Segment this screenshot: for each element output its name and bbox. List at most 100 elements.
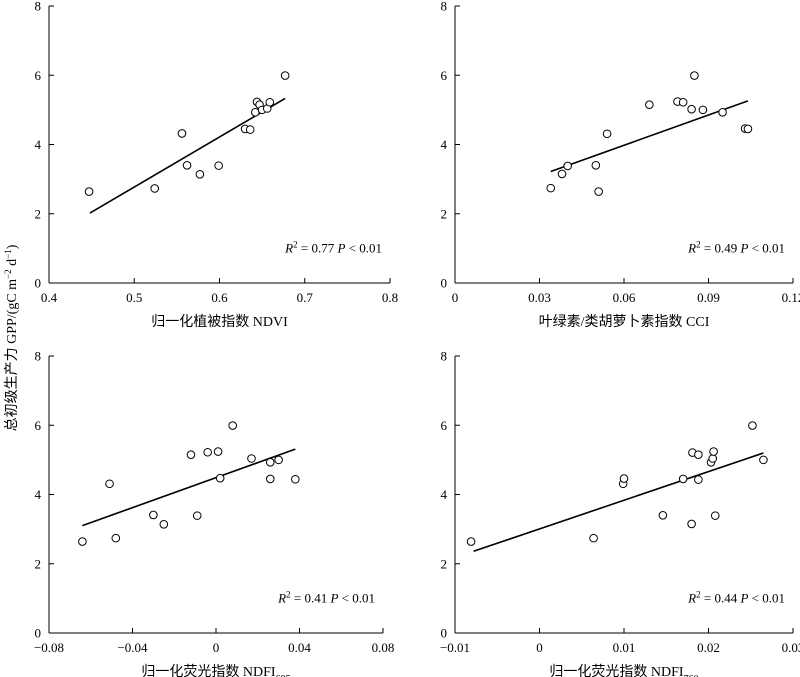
data-point [743, 124, 753, 134]
data-point [265, 97, 275, 107]
p-symbol: P [739, 590, 748, 605]
data-point [111, 533, 121, 543]
x-tick-label: −0.04 [117, 640, 148, 655]
data-point [687, 104, 696, 114]
stats-annotation: R2 = 0.44 P < 0.01 [687, 589, 785, 605]
data-point [694, 475, 703, 484]
x-tick-label: 0.8 [382, 290, 398, 305]
p-symbol: P [329, 590, 338, 605]
data-point [247, 454, 256, 463]
stats-annotation: R2 = 0.49 P < 0.01 [687, 239, 785, 255]
y-axis-label-sup1: −2 [3, 269, 13, 279]
data-point [186, 450, 196, 459]
x-tick-label: 0.5 [126, 290, 142, 305]
y-tick-label: 8 [441, 349, 448, 364]
y-tick-label: 8 [35, 0, 42, 14]
data-point [708, 454, 718, 463]
data-point [710, 511, 720, 520]
r2-exponent: 2 [286, 589, 291, 599]
x-tick-label: −0.01 [440, 640, 470, 655]
data-point [546, 183, 556, 193]
data-point [228, 421, 237, 430]
y-tick-label: 6 [441, 418, 448, 433]
data-point [619, 474, 629, 483]
r2-symbol: R [284, 240, 293, 255]
y-axis-label-mid: d [5, 259, 20, 270]
data-point [213, 447, 223, 456]
x-tick-label: 0.04 [288, 640, 311, 655]
data-point [150, 184, 160, 193]
x-tick-label: 0 [536, 640, 543, 655]
y-tick-label: 0 [441, 276, 448, 291]
data-point [192, 511, 202, 520]
y-tick-label: 8 [35, 349, 42, 364]
x-tick-label: 0.6 [211, 290, 228, 305]
x-tick-label: 0 [452, 290, 459, 305]
data-point [718, 107, 727, 117]
y-tick-label: 0 [35, 276, 42, 291]
data-point [602, 129, 612, 139]
data-point [280, 71, 290, 80]
scatter-panel-2: 00.030.060.090.1202468R2 = 0.49 P < 0.01… [441, 0, 800, 330]
y-tick-label: 0 [35, 626, 42, 641]
r2-value: = 0.44 [701, 590, 741, 605]
stats-annotation: R2 = 0.41 P < 0.01 [277, 589, 375, 605]
data-point [177, 129, 187, 138]
regression-line [82, 448, 296, 527]
data-point [195, 169, 205, 179]
y-axis-label-end: ) [5, 244, 20, 249]
y-tick-label: 2 [35, 206, 42, 221]
data-point [466, 537, 476, 546]
p-symbol: P [739, 240, 748, 255]
regression-line [473, 452, 764, 553]
data-point [678, 474, 688, 484]
x-axis-label-subscript: 760 [684, 674, 699, 677]
y-tick-label: 4 [35, 137, 42, 152]
x-tick-label: 0.7 [297, 290, 314, 305]
data-point [149, 510, 158, 520]
y-tick-label: 0 [441, 626, 448, 641]
data-point [591, 160, 601, 170]
x-axis-label-main: 归一化荧光指数 NDFI [141, 663, 276, 677]
r2-symbol: R [687, 240, 696, 255]
regression-line [550, 100, 749, 173]
data-point [78, 537, 87, 546]
data-point [645, 100, 654, 109]
data-point [291, 474, 300, 484]
regression-line [89, 97, 286, 214]
r2-value: = 0.41 [291, 590, 331, 605]
data-point [214, 161, 223, 170]
p-value: < 0.01 [748, 590, 785, 605]
x-axis-label-main: 归一化植被指数 NDVI [151, 313, 288, 330]
x-axis-label: 归一化荧光指数 NDFI760 [549, 663, 698, 677]
x-axis-label: 叶绿素/类胡萝卜素指数 CCI [539, 314, 710, 330]
x-tick-label: 0 [213, 640, 220, 655]
x-axis-label-main: 叶绿素/类胡萝卜素指数 CCI [539, 314, 710, 330]
data-point [678, 97, 688, 107]
r2-symbol: R [687, 590, 696, 605]
r2-exponent: 2 [696, 239, 701, 249]
y-tick-label: 4 [441, 487, 448, 502]
data-point [589, 533, 598, 543]
data-point [215, 473, 225, 483]
r2-value: = 0.49 [701, 240, 741, 255]
p-value: < 0.01 [338, 590, 375, 605]
y-tick-label: 6 [441, 68, 448, 83]
y-tick-label: 2 [35, 556, 42, 571]
x-tick-label: 0.02 [697, 640, 720, 655]
x-tick-label: 0.12 [782, 290, 800, 305]
data-point [594, 187, 603, 196]
data-point [84, 187, 94, 196]
x-tick-label: −0.08 [34, 640, 64, 655]
data-point [709, 447, 718, 456]
x-tick-label: 0.03 [528, 290, 551, 305]
r2-symbol: R [277, 590, 286, 605]
data-point [690, 71, 699, 80]
data-point [245, 125, 255, 134]
data-point [274, 455, 283, 465]
x-tick-label: 0.08 [372, 640, 395, 655]
y-tick-label: 6 [35, 418, 42, 433]
r2-exponent: 2 [696, 589, 701, 599]
